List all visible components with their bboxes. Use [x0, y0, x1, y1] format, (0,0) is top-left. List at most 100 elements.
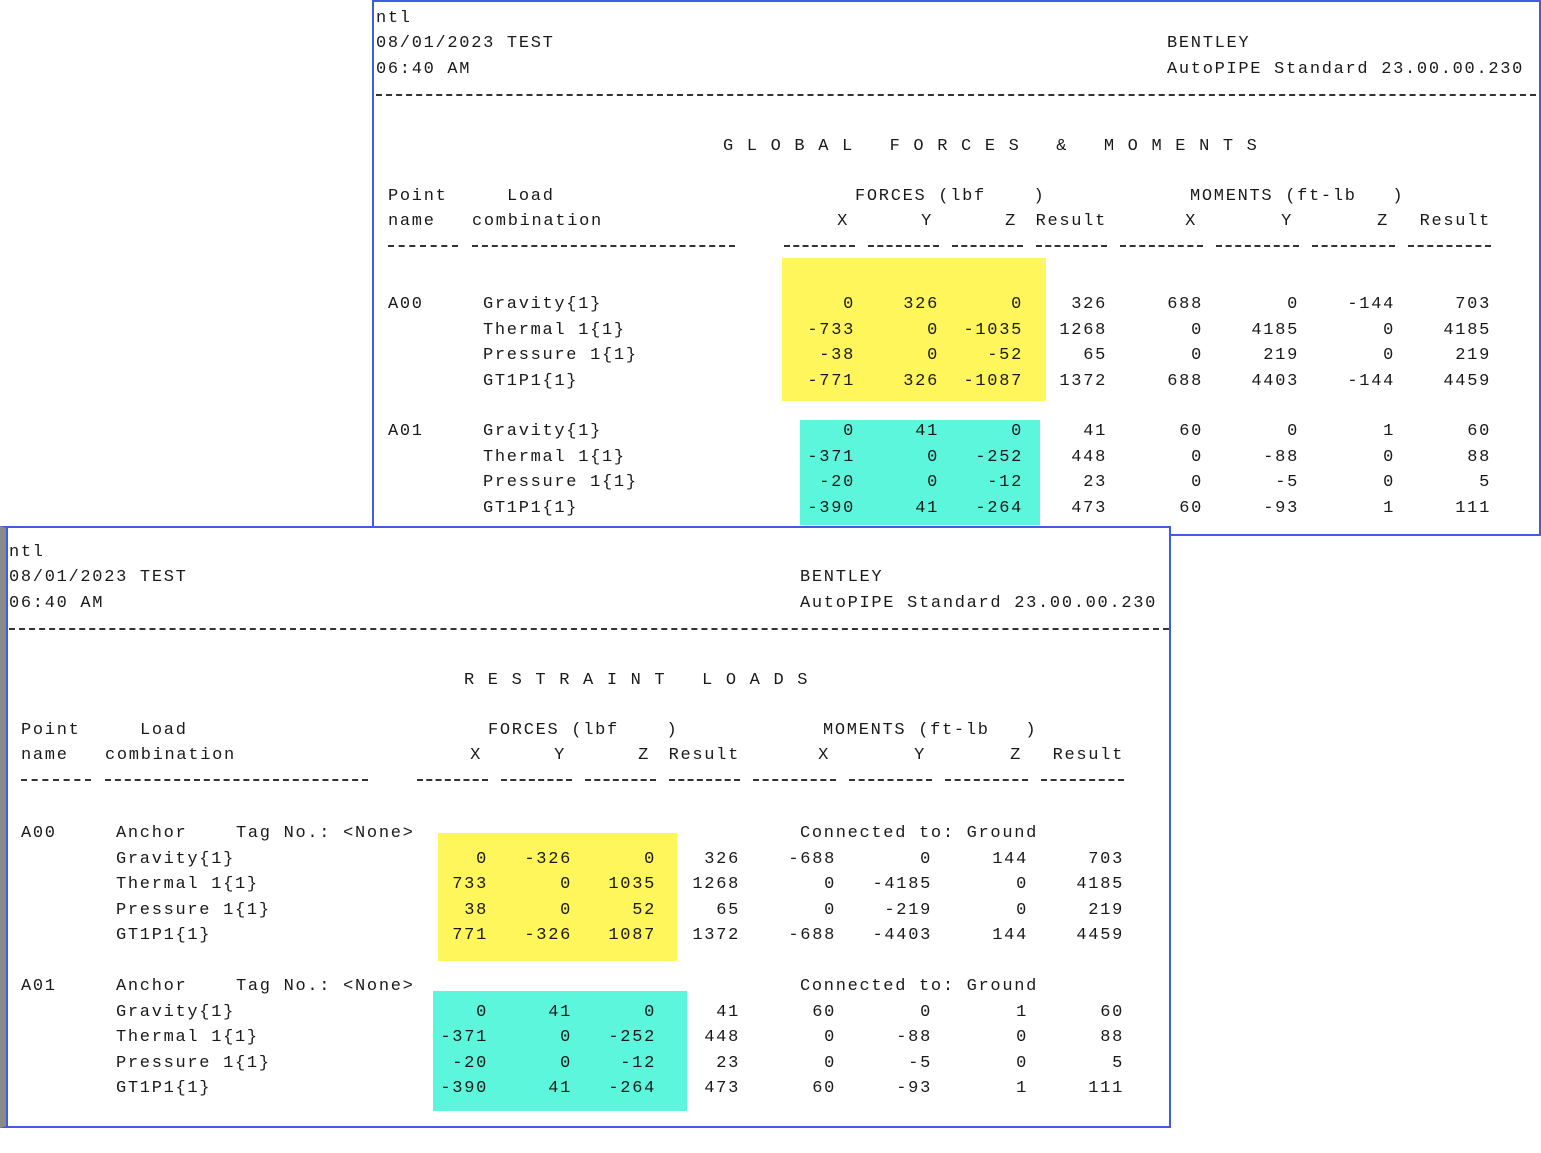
value-cell: 41 — [915, 422, 939, 441]
value-cell: 0 — [1287, 422, 1299, 441]
separator-line — [472, 245, 735, 247]
value-cell: 0 — [476, 849, 488, 869]
column-group-moments: MOMENTS (ft-lb ) — [1190, 187, 1405, 206]
value-cell: 41 — [548, 1002, 572, 1022]
product-version: AutoPIPE Standard 23.00.00.230 — [1167, 60, 1525, 79]
moment-z-header: Z — [1377, 212, 1389, 231]
moment-result-header: Result — [1419, 212, 1491, 231]
force-x-header: X — [837, 212, 849, 231]
value-cell: 0 — [1011, 422, 1023, 441]
value-cell: 0 — [1383, 473, 1395, 492]
value-cell: 41 — [915, 498, 939, 518]
load-combination: Pressure 1{1} — [116, 1053, 271, 1073]
value-cell: 65 — [716, 900, 740, 920]
separator-line — [1312, 245, 1395, 247]
value-cell: 65 — [1083, 346, 1107, 365]
value-cell: 60 — [812, 1079, 836, 1098]
value-cell: -264 — [608, 1079, 656, 1098]
value-cell: 0 — [920, 849, 932, 869]
load-combination: Gravity{1} — [116, 1002, 236, 1022]
value-cell: 88 — [1467, 447, 1491, 467]
moment-result-header: Result — [1052, 746, 1124, 765]
separator-line — [1041, 779, 1124, 781]
value-cell: -5 — [908, 1053, 932, 1073]
value-cell: 38 — [464, 900, 488, 920]
value-cell: 0 — [1287, 295, 1299, 314]
column-header-point: Point — [21, 721, 81, 740]
time: 06:40 AM — [376, 60, 472, 79]
value-cell: 4403 — [1251, 371, 1299, 391]
value-cell: -38 — [819, 346, 855, 365]
moment-z-header: Z — [1010, 746, 1022, 765]
value-cell: 1 — [1383, 422, 1395, 441]
load-combination: Gravity{1} — [116, 849, 236, 869]
separator-line — [585, 779, 656, 781]
value-cell: -733 — [807, 320, 855, 340]
value-cell: 0 — [560, 1053, 572, 1073]
value-cell: 0 — [927, 320, 939, 340]
value-cell: -264 — [975, 498, 1023, 518]
value-cell: 473 — [704, 1079, 740, 1098]
value-cell: -93 — [1263, 498, 1299, 518]
value-cell: 688 — [1167, 295, 1203, 314]
value-cell: 5 — [1112, 1053, 1124, 1073]
value-cell: 0 — [1383, 447, 1395, 467]
value-cell: -20 — [452, 1053, 488, 1073]
separator-line — [105, 779, 368, 781]
value-cell: 703 — [1455, 295, 1491, 314]
column-group-forces: FORCES (lbf ) — [488, 721, 679, 740]
load-combination: Thermal 1{1} — [483, 320, 626, 340]
value-cell: 688 — [1167, 371, 1203, 391]
load-combination: GT1P1{1} — [483, 498, 579, 518]
value-cell: -688 — [788, 849, 836, 869]
separator-line — [849, 779, 932, 781]
time: 06:40 AM — [9, 594, 105, 613]
separator-line — [784, 245, 855, 247]
value-cell: -5 — [1275, 473, 1299, 492]
value-cell: 60 — [812, 1002, 836, 1022]
value-cell: 1268 — [692, 875, 740, 894]
product-version: AutoPIPE Standard 23.00.00.230 — [800, 594, 1158, 613]
value-cell: 0 — [644, 1002, 656, 1022]
moment-y-header: Y — [914, 746, 926, 765]
value-cell: -4185 — [872, 875, 932, 894]
report-content: ntl 08/01/2023 TEST 06:40 AM BENTLEY AutoPIP… — [9, 543, 1169, 1153]
value-cell: 60 — [1179, 498, 1203, 518]
force-x-header: X — [470, 746, 482, 765]
value-cell: -12 — [987, 473, 1023, 492]
value-cell: 771 — [452, 926, 488, 945]
value-cell: -144 — [1347, 295, 1395, 314]
value-cell: 1 — [1016, 1079, 1028, 1098]
value-cell: -252 — [975, 447, 1023, 467]
highlight-a00 — [782, 258, 1046, 401]
date-line: 08/01/2023 TEST — [9, 568, 188, 587]
value-cell: 0 — [1016, 875, 1028, 894]
value-cell: 144 — [992, 849, 1028, 869]
value-cell: 1 — [1383, 498, 1395, 518]
value-cell: -219 — [884, 900, 932, 920]
value-cell: 0 — [824, 1028, 836, 1047]
value-cell: -326 — [524, 926, 572, 945]
report-title: G L O B A L F O R C E S & M O M E N T S — [723, 137, 1259, 156]
point-name: A00 — [21, 824, 57, 843]
force-result-header: Result — [1035, 212, 1107, 231]
report-title: R E S T R A I N T L O A D S — [464, 671, 810, 690]
column-header-combination: combination — [105, 746, 236, 765]
force-result-header: Result — [668, 746, 740, 765]
value-cell: -93 — [896, 1079, 932, 1098]
value-cell: 0 — [476, 1002, 488, 1022]
separator-line — [9, 628, 1169, 630]
separator-line — [753, 779, 836, 781]
value-cell: 60 — [1179, 422, 1203, 441]
value-cell: 219 — [1263, 346, 1299, 365]
job-name: ntl — [376, 9, 412, 28]
value-cell: 0 — [1383, 320, 1395, 340]
value-cell: 0 — [644, 849, 656, 869]
moment-x-header: X — [818, 746, 830, 765]
load-combination: GT1P1{1} — [483, 371, 579, 391]
value-cell: 1035 — [608, 875, 656, 894]
separator-line — [1408, 245, 1491, 247]
moment-x-header: X — [1185, 212, 1197, 231]
value-cell: -1087 — [963, 371, 1023, 391]
value-cell: 0 — [1191, 473, 1203, 492]
